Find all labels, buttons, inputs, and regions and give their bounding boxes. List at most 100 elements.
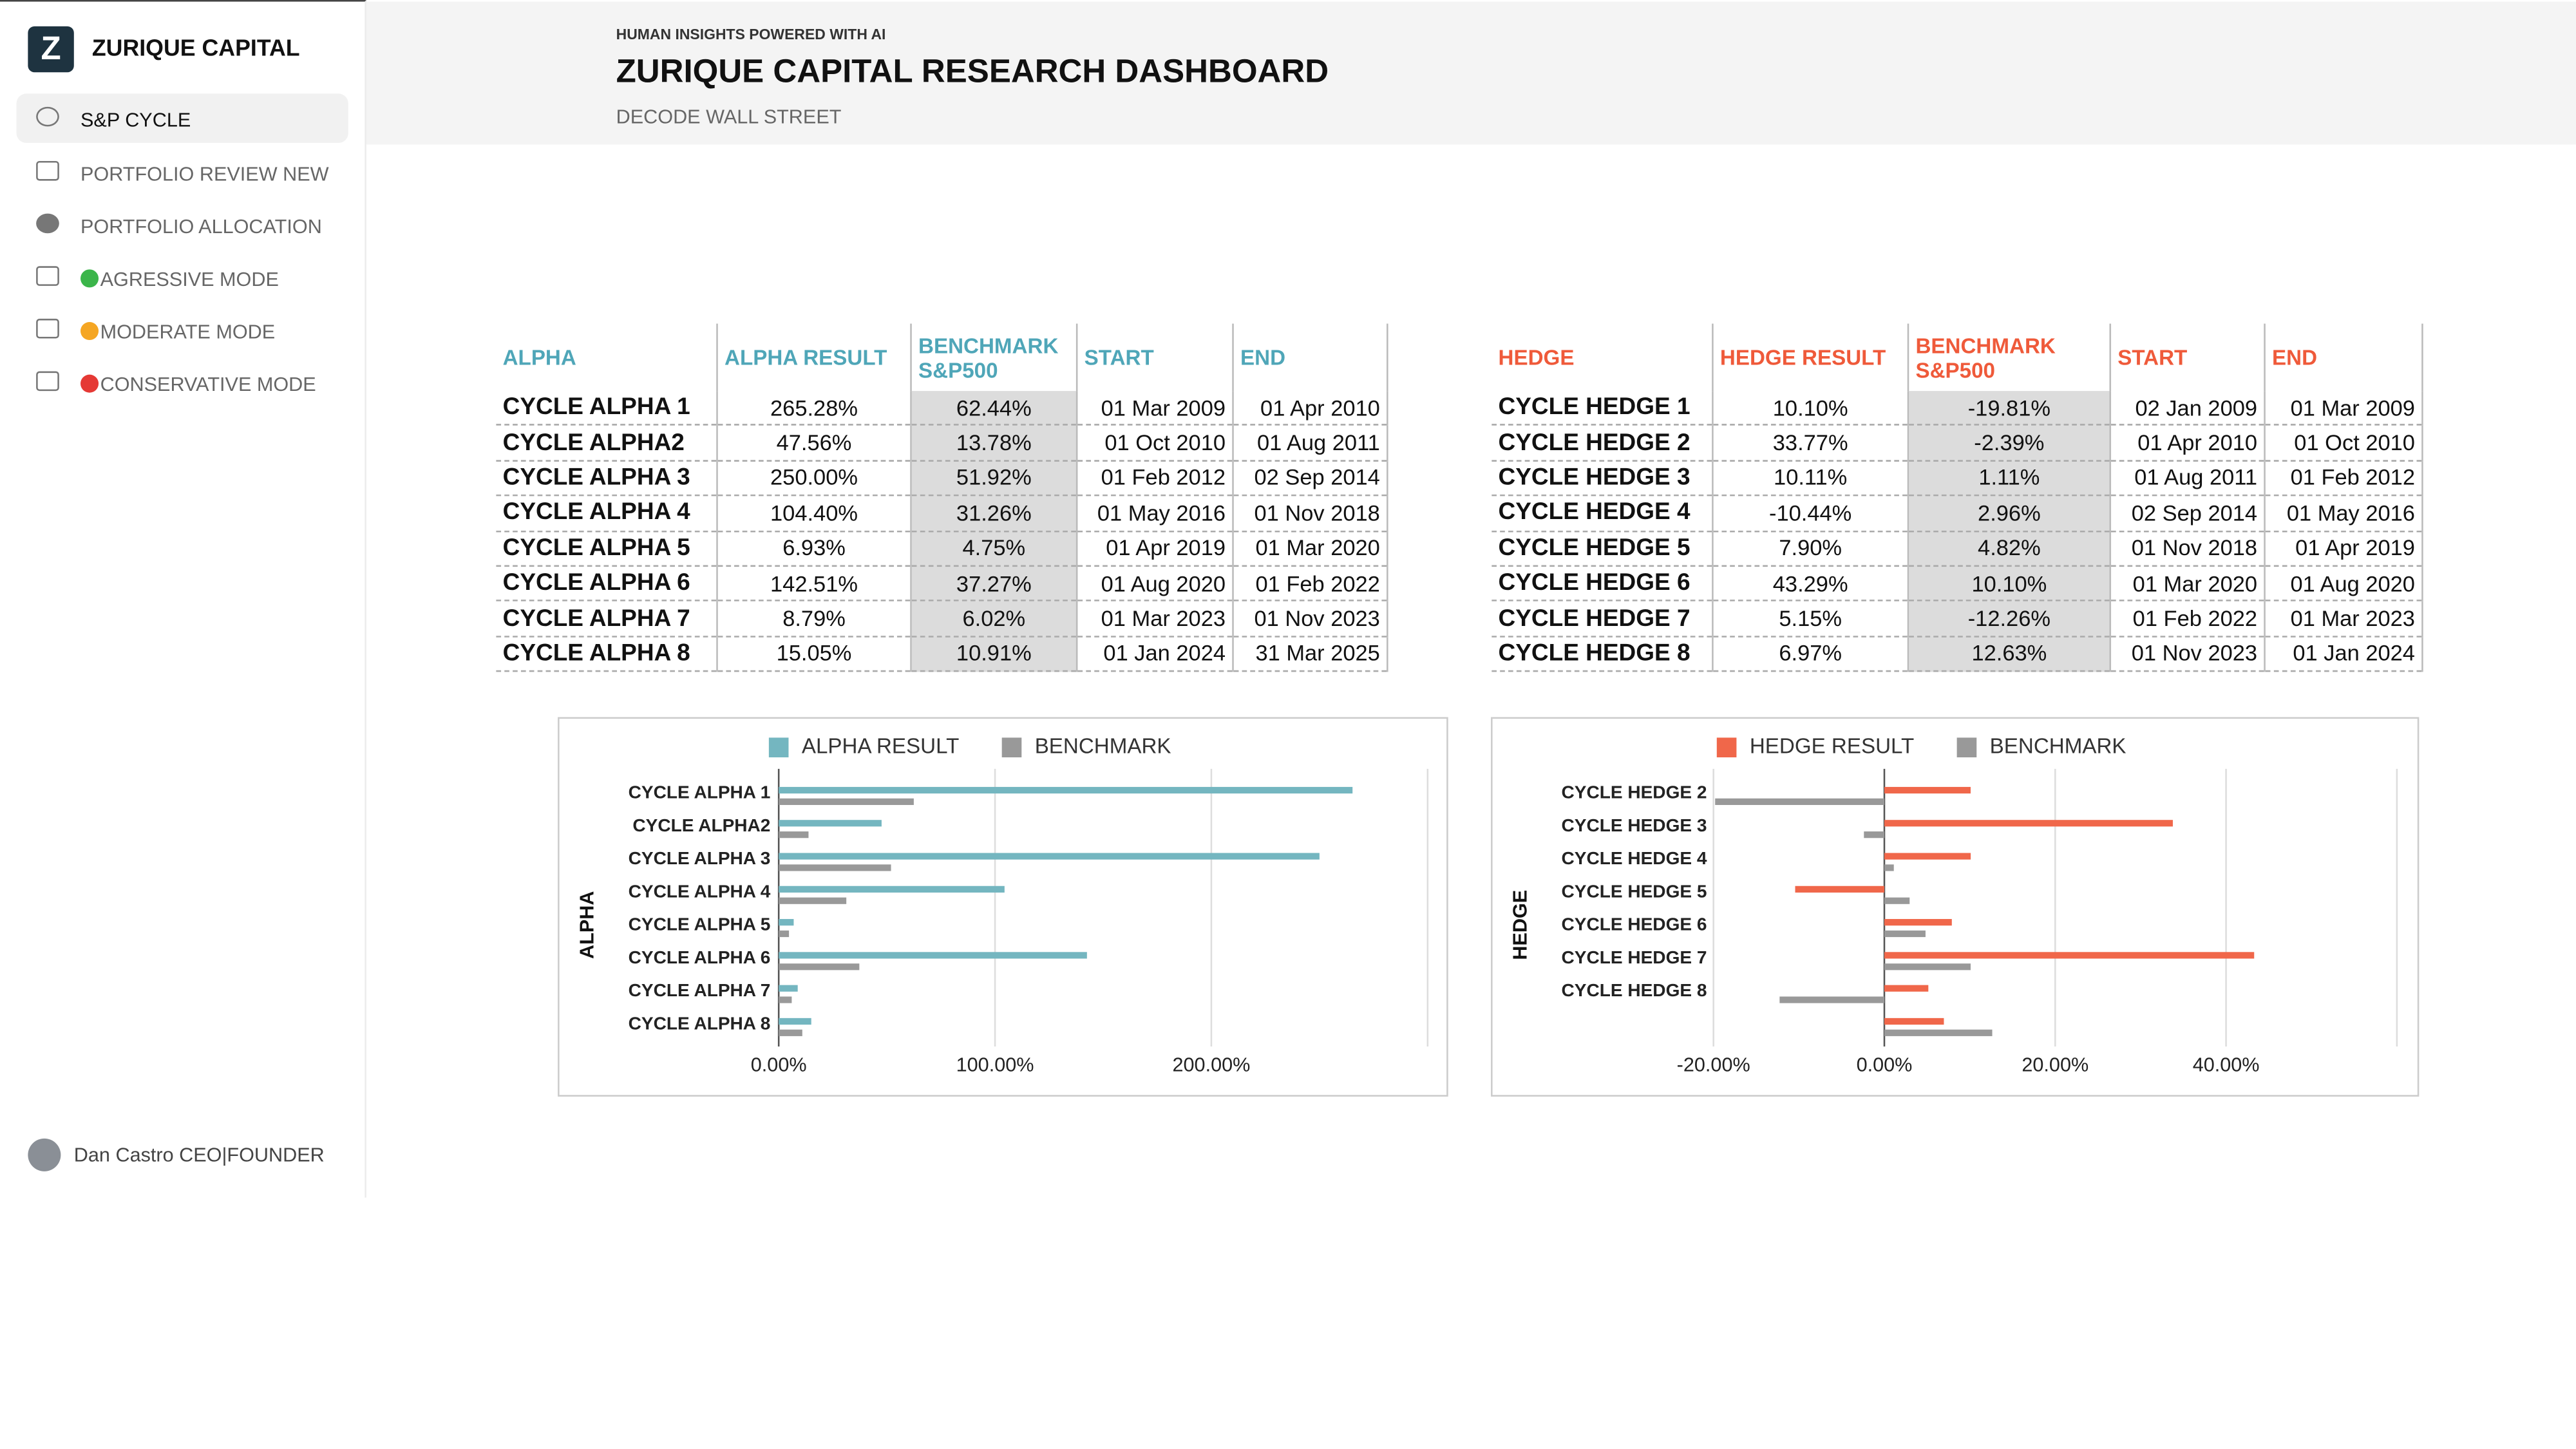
table-cell: 12.63% (1908, 636, 2112, 672)
x-tick-label: 100.00% (956, 1054, 1034, 1076)
table-row: CYCLE ALPHA 6 142.51% 37.27% 01 Aug 2020 01 … (496, 565, 1388, 602)
table-cell: 33.77% (1712, 425, 1909, 462)
table-cell: 01 May 2016 (1077, 495, 1234, 532)
nav-label: PORTFOLIO REVIEW NEW (80, 162, 329, 186)
nav-item[interactable]: S&P CYCLE (16, 93, 348, 143)
table-cell: 01 Feb 2012 (2264, 460, 2423, 497)
table-row: CYCLE HEDGE 1 10.10% -19.81% 02 Jan 2009 01 … (1492, 391, 2423, 426)
nav-item[interactable]: CONSERVATIVE MODE (17, 358, 348, 408)
table-cell: CYCLE HEDGE 4 (1492, 495, 1714, 532)
table-cell: 37.27% (911, 565, 1078, 602)
nav-icon (36, 160, 59, 181)
x-tick-label: 0.00% (1857, 1054, 1913, 1076)
avatar (28, 1138, 61, 1171)
table-cell: 01 Mar 2009 (2264, 391, 2423, 426)
legend-swatch (1716, 737, 1737, 758)
nav-item[interactable]: MODERATE MODE (17, 305, 348, 355)
table-cell: 01 Apr 2019 (2264, 531, 2423, 567)
table-row: CYCLE HEDGE 6 43.29% 10.10% 01 Mar 2020 01 A… (1492, 565, 2423, 602)
bar (1884, 864, 1894, 871)
brand[interactable]: ZURIQUE CAPITAL (91, 34, 300, 61)
table-cell: 10.91% (911, 636, 1078, 672)
bar (779, 886, 1005, 893)
bar (779, 1018, 811, 1025)
bar (1884, 897, 1910, 904)
nav-icon (36, 318, 59, 339)
table-cell: 01 Nov 2023 (1233, 601, 1388, 638)
table-cell: 01 Aug 2011 (2110, 460, 2266, 497)
bar (779, 820, 882, 827)
nav-text: CONSERVATIVE MODE (100, 373, 316, 396)
table-cell: 8.79% (717, 601, 912, 638)
table-cell: 01 Aug 2020 (1077, 565, 1234, 602)
chart-frame (1491, 717, 2420, 1097)
table-cell: 10.11% (1712, 460, 1909, 497)
nav-item[interactable]: PORTFOLIO REVIEW NEW (17, 148, 348, 198)
table-cell: CYCLE ALPHA 1 (496, 391, 718, 426)
column-header: HEDGE RESULT (1712, 323, 1909, 392)
bar (1884, 1018, 1944, 1025)
user-name: Dan Castro CEO|FOUNDER (73, 1143, 325, 1167)
table-cell: CYCLE HEDGE 5 (1492, 531, 1714, 567)
bar (1884, 919, 1952, 926)
table-cell: 01 Mar 2020 (1233, 531, 1388, 567)
table-row: CYCLE ALPHA 8 15.05% 10.91% 01 Jan 2024 31 M… (496, 636, 1388, 672)
table-cell: 01 Nov 2023 (2110, 636, 2266, 672)
table-row: CYCLE HEDGE 8 6.97% 12.63% 01 Nov 2023 01 Ja… (1492, 636, 2423, 672)
chart-frame (558, 717, 1448, 1097)
bar (1795, 886, 1884, 893)
table-cell: 01 Feb 2012 (1077, 460, 1234, 497)
table-cell: 01 Oct 2010 (1077, 425, 1234, 462)
bar (779, 996, 792, 1003)
logo[interactable]: Z (28, 26, 74, 73)
table-cell: CYCLE ALPHA 4 (496, 495, 718, 532)
table-cell: 5.15% (1712, 601, 1909, 638)
bar (1884, 786, 1971, 794)
nav-item[interactable]: PORTFOLIO ALLOCATION (17, 200, 348, 250)
column-header: BENCHMARK S&P500 (1908, 323, 2112, 392)
table-cell: 01 Mar 2009 (1077, 391, 1234, 426)
bar (1884, 1029, 1993, 1036)
x-tick-label: 200.00% (1173, 1054, 1251, 1076)
table-cell: 250.00% (717, 460, 912, 497)
table-row: CYCLE ALPHA 4 104.40% 31.26% 01 May 2016 01 … (496, 495, 1388, 532)
column-header: ALPHA RESULT (717, 323, 912, 392)
y-tick-label: CYCLE HEDGE 8 (1562, 980, 1707, 1000)
table-cell: CYCLE HEDGE 8 (1492, 636, 1714, 672)
nav-label: AGRESSIVE MODE (80, 268, 279, 291)
nav-label: PORTFOLIO ALLOCATION (80, 215, 322, 238)
y-tick-label: CYCLE HEDGE 3 (1562, 815, 1707, 835)
bar (779, 930, 790, 938)
table-cell: CYCLE ALPHA 8 (496, 636, 718, 672)
column-header: END (1233, 323, 1388, 392)
column-header: START (1077, 323, 1234, 392)
table-row: CYCLE ALPHA 3 250.00% 51.92% 01 Feb 2012 02 … (496, 460, 1388, 497)
y-tick-label: CYCLE ALPHA 1 (629, 782, 771, 802)
subtitle: DECODE WALL STREET (616, 105, 842, 128)
header: HUMAN INSIGHTS POWERED WITH AI ZURIQUE C… (366, 1, 2576, 145)
hedge-table: HEDGE HEDGE RESULT BENCHMARK S&P500 START EN… (1492, 323, 2423, 672)
table-cell: CYCLE ALPHA2 (496, 425, 718, 462)
x-tick-label: 20.00% (2022, 1054, 2088, 1076)
bar (1884, 930, 1926, 938)
bar (1884, 963, 1971, 971)
y-tick-label: CYCLE HEDGE 4 (1562, 848, 1707, 868)
x-tick-label: 0.00% (751, 1054, 807, 1076)
y-tick-label: CYCLE ALPHA 7 (629, 980, 771, 1000)
bar (779, 864, 891, 871)
bar (779, 919, 794, 926)
nav-item[interactable]: AGRESSIVE MODE (17, 253, 348, 303)
table-cell: 51.92% (911, 460, 1078, 497)
page-title: ZURIQUE CAPITAL RESEARCH DASHBOARD (616, 54, 1329, 91)
table-cell: 01 Aug 2020 (2264, 565, 2423, 602)
table-cell: 01 Feb 2022 (1233, 565, 1388, 602)
table-cell: 10.10% (1908, 565, 2112, 602)
table-cell: 01 Mar 2023 (2264, 601, 2423, 638)
bar (779, 985, 798, 992)
table-cell: 01 Apr 2019 (1077, 531, 1234, 567)
axis-title: HEDGE (1509, 890, 1531, 960)
table-cell: 1.11% (1908, 460, 2112, 497)
legend-swatch (1001, 737, 1022, 758)
table-row: CYCLE HEDGE 2 33.77% -2.39% 01 Apr 2010 01 O… (1492, 425, 2423, 462)
table-row: CYCLE HEDGE 4 -10.44% 2.96% 02 Sep 2014 01 M… (1492, 495, 2423, 532)
